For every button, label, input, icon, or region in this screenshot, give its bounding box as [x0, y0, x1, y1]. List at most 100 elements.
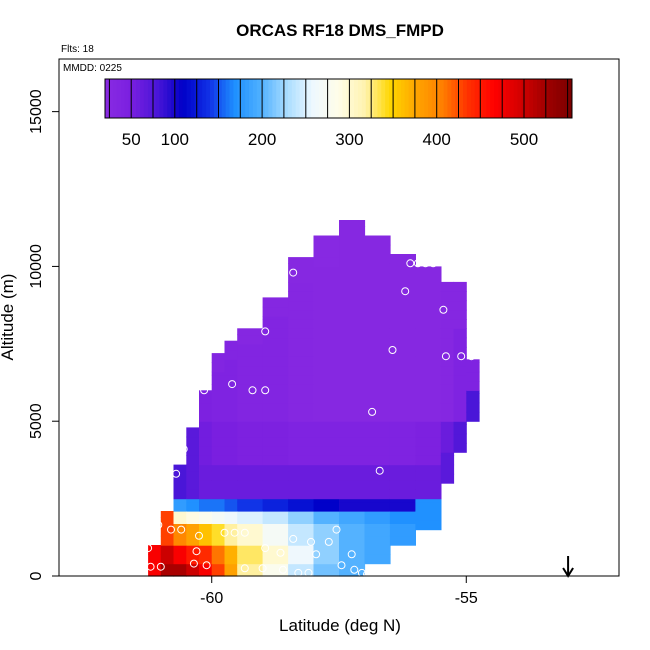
heatmap-cell — [453, 337, 467, 348]
heatmap-cell — [415, 464, 442, 472]
heatmap-cell — [313, 545, 340, 555]
heatmap-cell — [313, 235, 340, 240]
heatmap-cell — [262, 535, 289, 546]
heatmap-cell — [389, 346, 416, 357]
colorbar-swatch — [509, 79, 515, 118]
colorbar-swatch — [466, 79, 472, 118]
sample-point — [307, 537, 315, 546]
heatmap-cell — [288, 309, 315, 320]
heatmap-cell — [389, 309, 416, 320]
heatmap-cell — [211, 480, 225, 490]
heatmap-cell — [160, 526, 175, 537]
heatmap-cell — [415, 346, 442, 357]
heatmap-cell — [415, 402, 442, 413]
heatmap-cell — [313, 523, 340, 528]
heatmap-cell — [313, 300, 340, 311]
heatmap-cell — [364, 489, 391, 500]
heatmap-cell — [364, 374, 391, 385]
heatmap-cell — [288, 498, 315, 503]
colorbar-tick-label: 300 — [335, 130, 363, 149]
heatmap-cell — [173, 464, 187, 472]
heatmap-cell — [262, 319, 289, 329]
heatmap-cell — [224, 384, 238, 394]
heatmap-cell — [453, 346, 467, 357]
sample-point — [406, 259, 415, 268]
heatmap-cell — [440, 319, 455, 329]
heatmap-cell — [262, 365, 289, 376]
heatmap-cell — [224, 340, 238, 351]
colorbar-swatch — [136, 79, 141, 118]
heatmap-cell — [415, 328, 442, 339]
colorbar-swatch — [202, 79, 207, 118]
heatmap-cell — [453, 319, 467, 329]
heatmap-cell — [453, 421, 467, 425]
heatmap-cell — [415, 498, 442, 503]
heatmap-cell — [339, 535, 366, 546]
heatmap-cell — [339, 411, 366, 422]
heatmap-cell — [389, 393, 416, 404]
heatmap-cell — [262, 511, 289, 515]
heatmap-cell — [389, 411, 416, 422]
heatmap-cell — [440, 337, 455, 348]
heatmap-cell — [389, 455, 416, 466]
heatmap-cell — [211, 535, 225, 546]
heatmap-cell — [224, 402, 238, 413]
colorbar-swatch — [338, 79, 343, 118]
heatmap-cell — [237, 501, 264, 512]
heatmap-cell — [237, 514, 264, 524]
heatmap-cell — [262, 427, 289, 438]
sample-point — [215, 333, 224, 342]
heatmap-cell — [339, 254, 366, 264]
colorbar-swatch — [396, 79, 402, 118]
sample-point — [230, 528, 239, 537]
heatmap-cell — [237, 393, 264, 404]
heatmap-cell — [415, 411, 442, 422]
plot-frame — [58, 58, 620, 577]
heatmap-cell — [237, 455, 264, 466]
heatmap-cell — [313, 514, 340, 524]
colorbar-swatch — [175, 79, 180, 118]
colorbar-swatch — [435, 79, 441, 118]
heatmap-cell — [211, 566, 225, 577]
y-tick-label: 15000 — [28, 89, 45, 134]
sample-point — [187, 330, 196, 339]
heatmap-cell — [288, 272, 315, 283]
heatmap-cell — [440, 291, 455, 302]
heatmap-cell — [364, 523, 391, 528]
heatmap-cell — [160, 511, 175, 518]
heatmap-cell — [262, 566, 289, 577]
heatmap-cell — [211, 411, 225, 422]
sample-point — [350, 565, 359, 574]
heatmap-cell — [186, 489, 200, 500]
heatmap-cell — [453, 411, 467, 422]
heatmap-cell — [339, 554, 366, 565]
heatmap-cell — [199, 511, 213, 515]
colorbar-swatch — [564, 79, 569, 118]
colorbar-swatch — [490, 79, 495, 118]
heatmap-cell — [211, 446, 225, 456]
heatmap-cell — [288, 554, 315, 565]
colorbar-swatch — [147, 79, 153, 118]
heatmap-cell — [262, 498, 289, 503]
heatmap-cell — [237, 526, 264, 537]
heatmap-cell — [224, 374, 238, 385]
colorbar-swatch — [245, 79, 250, 118]
heatmap-cell — [160, 545, 175, 555]
heatmap-cell — [288, 514, 315, 524]
heatmap-cell — [415, 421, 442, 428]
heatmap-cell — [224, 566, 238, 577]
heatmap-cell — [466, 359, 480, 363]
colorbar-swatch — [560, 79, 565, 118]
sample-point — [131, 561, 140, 570]
heatmap-cell — [224, 464, 238, 472]
heatmap-cell — [313, 554, 340, 565]
heatmap-cell — [237, 436, 264, 447]
colorbar-swatch — [322, 79, 328, 118]
colorbar-swatch — [326, 79, 332, 118]
heatmap-cell — [262, 306, 289, 317]
heatmap-cell — [224, 545, 238, 555]
heatmap-cell — [186, 511, 200, 515]
colorbar-swatch — [443, 79, 448, 118]
sample-point — [258, 564, 267, 573]
heatmap-cell — [288, 374, 315, 385]
